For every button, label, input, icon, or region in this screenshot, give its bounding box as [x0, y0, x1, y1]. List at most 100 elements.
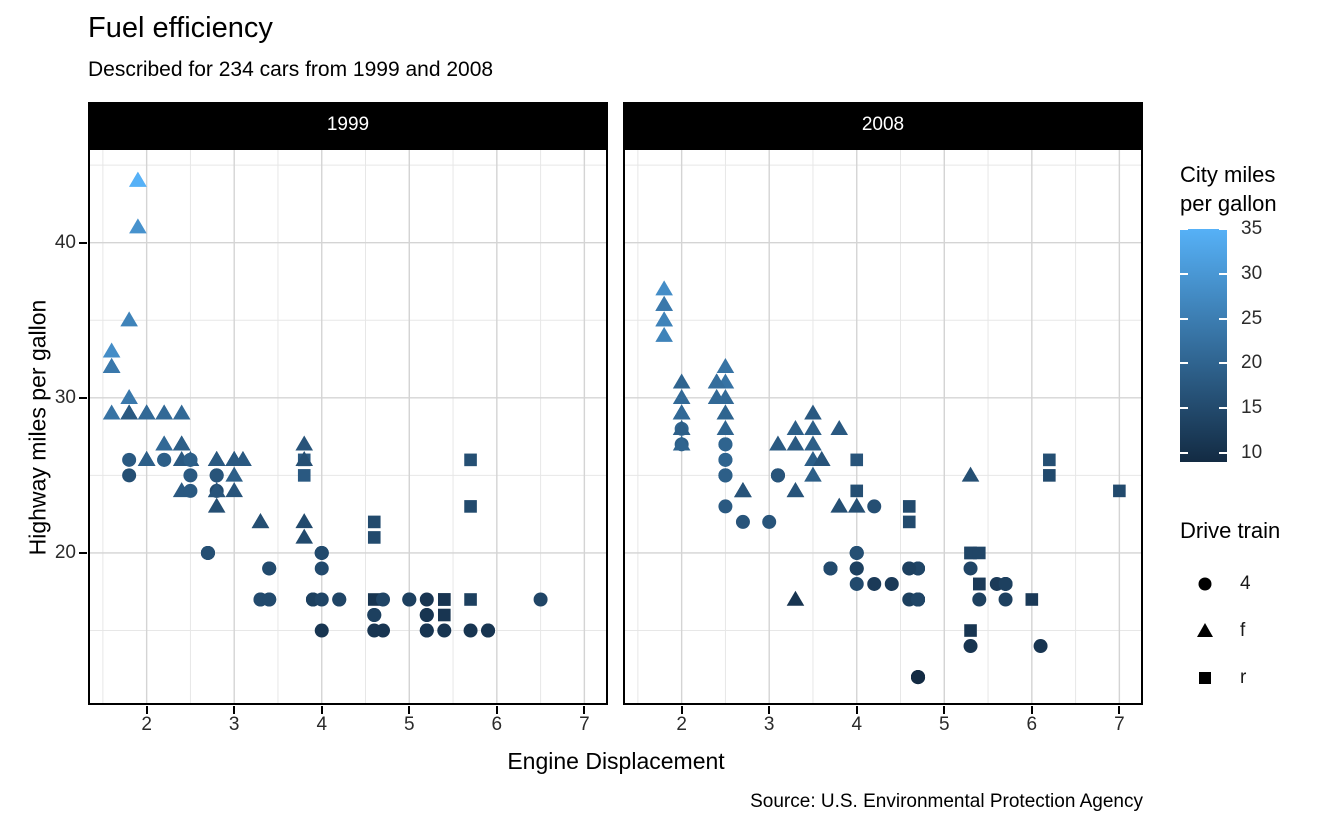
shape-legend-title: Drive train — [1180, 518, 1281, 543]
x-tick-label: 5 — [938, 714, 950, 735]
legend-key-triangle-icon — [1190, 616, 1220, 646]
data-point-circle — [463, 623, 478, 638]
data-point-triangle — [225, 482, 243, 498]
legend-label-4: 4 — [1240, 573, 1251, 594]
data-point-circle — [884, 576, 899, 591]
data-point-triangle — [847, 497, 866, 513]
data-point-triangle — [120, 388, 138, 404]
x-tick-label: 2 — [676, 714, 687, 735]
data-point-square — [1043, 453, 1056, 467]
data-point-square — [367, 515, 381, 529]
data-point-triangle — [295, 528, 314, 544]
data-point-triangle — [207, 482, 226, 498]
x-tick-mark — [495, 706, 498, 714]
data-point-circle — [419, 608, 434, 623]
facet-strip-2008: 2008 — [623, 102, 1143, 148]
data-point-triangle — [225, 451, 243, 467]
colorbar-tick-mark — [1219, 317, 1227, 320]
colorbar-tick-mark — [1219, 228, 1227, 230]
data-point-triangle — [786, 482, 805, 498]
x-tick-mark — [320, 706, 323, 714]
data-point-circle — [972, 592, 987, 607]
data-point-circle — [998, 592, 1013, 607]
data-point-triangle — [655, 326, 673, 342]
colorbar-tick-mark — [1219, 407, 1227, 410]
data-point-circle — [718, 452, 733, 467]
x-tick-label: 5 — [403, 714, 415, 735]
data-point-triangle — [295, 451, 314, 467]
data-point-circle — [998, 576, 1013, 591]
data-point-circle — [963, 561, 978, 576]
data-point-triangle — [137, 451, 156, 467]
colorbar-tick-mark — [1180, 452, 1188, 455]
data-point-triangle — [672, 435, 691, 451]
colorbar-tick-mark — [1180, 407, 1188, 410]
page-subtitle: Described for 234 cars from 1999 and 200… — [88, 58, 494, 81]
y-tick-mark — [79, 551, 87, 554]
data-point-triangle — [295, 513, 314, 529]
panel-border — [88, 148, 608, 705]
x-axis-title: Engine Displacement — [507, 748, 725, 774]
data-point-square — [437, 608, 451, 622]
data-point-triangle — [716, 357, 735, 373]
y-tick-label: 30 — [54, 386, 76, 408]
x-tick-mark — [1118, 706, 1121, 714]
data-point-circle — [867, 576, 882, 591]
data-point-triangle — [716, 388, 735, 404]
colorbar-tick-label: 35 — [1241, 218, 1263, 239]
data-point-circle — [314, 623, 329, 638]
data-point-triangle — [672, 388, 691, 404]
data-point-triangle — [655, 295, 673, 311]
x-tick-label: 2 — [141, 714, 152, 735]
data-point-triangle — [155, 435, 173, 451]
colorbar-tick-label: 15 — [1241, 397, 1263, 419]
data-point-triangle — [102, 342, 121, 358]
data-point-circle — [762, 514, 777, 529]
data-point-square — [1025, 593, 1039, 606]
panel-border — [623, 148, 1143, 705]
data-point-square — [902, 515, 916, 529]
data-point-square — [964, 624, 977, 637]
data-point-triangle — [786, 590, 805, 606]
x-tick-mark — [583, 706, 586, 714]
data-point-circle — [963, 639, 978, 654]
data-point-square — [902, 500, 916, 513]
y-tick-mark — [79, 396, 87, 399]
x-tick-label: 7 — [1114, 714, 1125, 735]
data-point-square — [464, 453, 477, 467]
colorbar-tick-mark — [1180, 272, 1188, 275]
data-point-triangle — [172, 435, 191, 451]
facet-strip-1999: 1999 — [88, 102, 608, 148]
data-point-triangle — [716, 404, 735, 420]
data-point-triangle — [672, 373, 691, 389]
x-tick-label: 7 — [579, 714, 590, 735]
colorbar-tick-mark — [1180, 228, 1188, 230]
panel-canvas — [88, 148, 608, 705]
data-point-circle — [533, 592, 548, 607]
data-point-square — [297, 469, 311, 482]
facet-strip-label: 1999 — [326, 114, 370, 135]
colorbar-title-line2: per gallon — [1180, 191, 1277, 216]
colorbar-tick-mark — [1219, 272, 1227, 275]
data-point-triangle — [786, 435, 805, 451]
data-point-triangle — [102, 404, 121, 420]
x-tick-label: 3 — [228, 714, 240, 735]
caption: Source: U.S. Environmental Protection Ag… — [750, 791, 1143, 812]
data-point-square — [1113, 484, 1126, 498]
page-title: Fuel efficiency — [88, 12, 273, 44]
data-point-triangle — [120, 404, 138, 420]
colorbar-tick-mark — [1180, 362, 1188, 365]
data-point-circle — [481, 623, 496, 638]
data-point-circle — [718, 468, 733, 483]
data-point-circle — [122, 468, 137, 483]
colorbar-title: City miles per gallon — [1180, 160, 1277, 218]
data-point-triangle — [734, 482, 752, 498]
data-point-circle — [718, 437, 733, 452]
x-tick-label: 4 — [316, 714, 328, 735]
data-point-circle — [823, 561, 838, 576]
data-point-circle — [157, 452, 172, 467]
data-point-triangle — [102, 357, 121, 373]
y-axis-title: Highway miles per gallon — [24, 299, 51, 556]
colorbar-tick-mark — [1219, 452, 1227, 455]
data-point-circle — [376, 623, 391, 638]
